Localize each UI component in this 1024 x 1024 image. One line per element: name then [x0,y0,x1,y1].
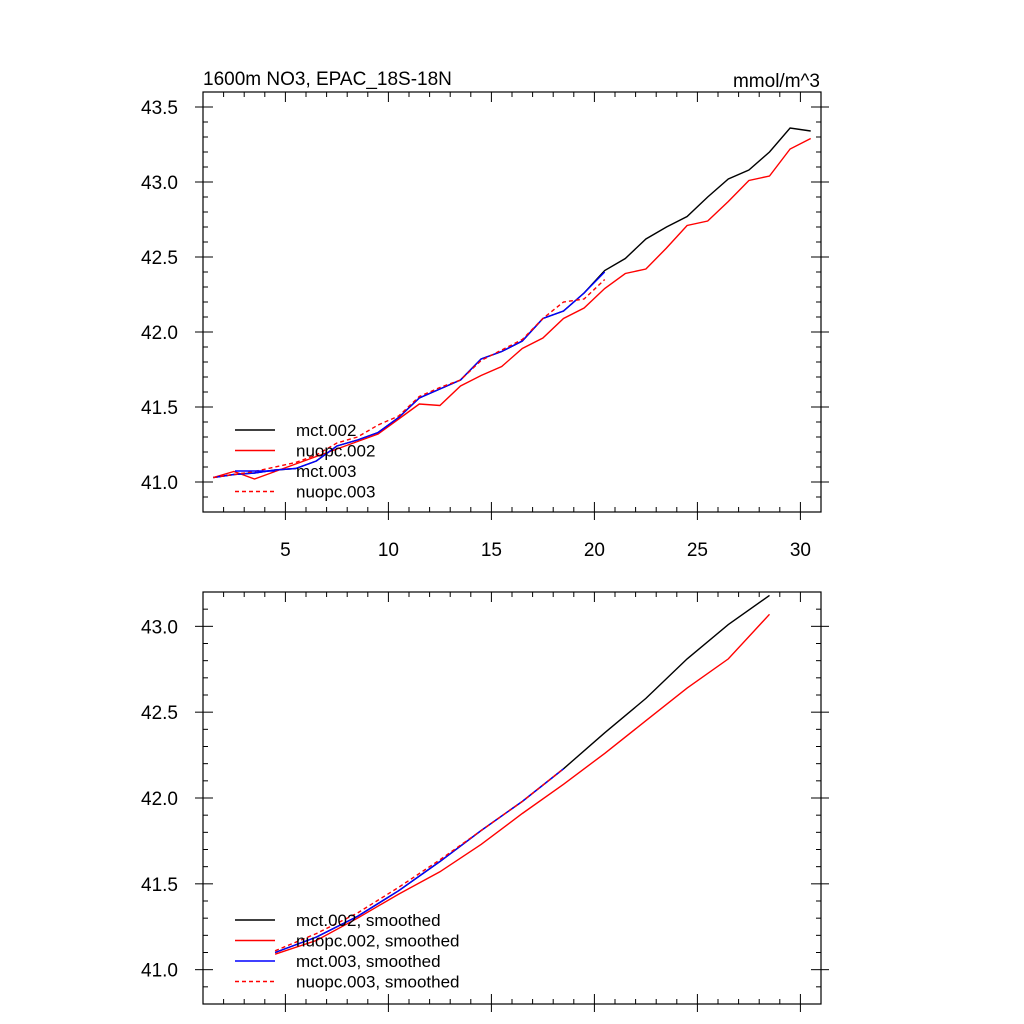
series-line [213,278,606,479]
legend-label: mct.003 [296,462,356,481]
top-panel: 5 10 15 20 25 30 41.0 41.5 42.0 42.5 43.0 43.5 mct.0… [141,91,829,561]
units-label: mmol/m^3 [733,71,820,92]
y-tick-label: 42.0 [141,323,178,344]
legend-label: mct.003, smoothed [296,952,441,971]
legend-label: nuopc.003, smoothed [296,973,460,992]
x-tick-label: 20 [584,540,605,561]
y-tick-label: 41.5 [141,875,178,896]
y-tick-label: 41.0 [141,473,178,494]
y-tick-label: 42.5 [141,248,178,269]
series-line [274,613,771,955]
bottom-panel: 41.0 41.5 42.0 42.5 43.0 mct.002, smoothed nuo… [141,591,829,1012]
y-tick-label: 42.5 [141,703,178,724]
series-line [213,271,606,479]
y-tick-label: 43.0 [141,617,178,638]
y-tick-label: 43.0 [141,173,178,194]
x-tick-label: 10 [378,540,399,561]
legend-label: nuopc.003 [296,483,375,502]
legend-label: nuopc.002 [296,442,375,461]
legend-label: mct.002 [296,421,356,440]
x-tick-label: 30 [790,540,811,561]
y-tick-label: 41.5 [141,398,178,419]
series-line [274,594,770,954]
chart-title: 1600m NO3, EPAC_18S-18N [203,69,452,90]
legend-label: nuopc.002, smoothed [296,932,460,951]
legend-label: mct.002, smoothed [296,911,441,930]
y-tick-label: 43.5 [141,98,178,119]
x-tick-label: 5 [280,540,291,561]
y-tick-label: 41.0 [141,961,178,982]
y-tick-label: 42.0 [141,789,178,810]
x-tick-label: 15 [481,540,502,561]
series-line [213,137,812,480]
series-line [274,768,564,952]
x-tick-label: 25 [687,540,708,561]
